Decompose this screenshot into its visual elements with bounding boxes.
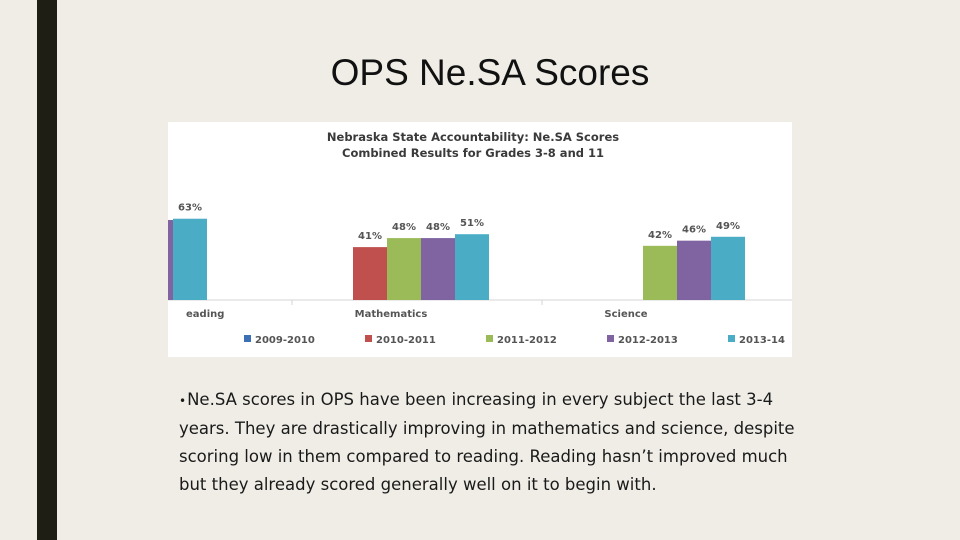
bar-2013-14-Science — [711, 236, 745, 300]
legend-swatch — [607, 335, 614, 342]
data-label: 63% — [178, 203, 202, 214]
bar-2012-2013-Mathematics — [421, 238, 455, 300]
legend-swatch — [365, 335, 372, 342]
legend-label: 2012-2013 — [618, 335, 678, 346]
legend-swatch — [486, 335, 493, 342]
data-label: 42% — [648, 230, 672, 241]
chart-image: Nebraska State Accountability: Ne.SA Sco… — [168, 122, 792, 357]
chart-title: Nebraska State Accountability: Ne.SA Sco… — [327, 130, 619, 144]
data-label: 48% — [392, 222, 416, 233]
bar-2012-2013-Science — [677, 240, 711, 300]
legend-swatch — [244, 335, 251, 342]
category-label: Mathematics — [355, 309, 428, 320]
bar-2013-14-Mathematics — [455, 234, 489, 300]
legend-label: 2013-14 — [739, 335, 785, 346]
legend-label: 2011-2012 — [497, 335, 557, 346]
data-label: 51% — [460, 218, 484, 229]
accent-side-bar — [37, 0, 57, 540]
data-label: 41% — [358, 231, 382, 242]
bar-2011-2012-Science — [643, 245, 677, 300]
bullet-mark: • — [179, 394, 187, 408]
chart-subtitle: Combined Results for Grades 3-8 and 11 — [342, 146, 604, 160]
data-label: 49% — [716, 221, 740, 232]
bar-chart: Nebraska State Accountability: Ne.SA Sco… — [168, 130, 792, 346]
slide-title: OPS Ne.SA Scores — [330, 52, 650, 93]
bar-2010-2011-Mathematics — [353, 247, 387, 300]
legend-label: 2009-2010 — [255, 335, 315, 346]
legend-label: 2010-2011 — [376, 335, 436, 346]
bullet-text: Ne.SA scores in OPS have been increasing… — [179, 390, 795, 494]
bullet-paragraph: •Ne.SA scores in OPS have been increasin… — [179, 386, 819, 499]
data-label: 46% — [682, 225, 706, 236]
category-label: eading — [186, 309, 224, 320]
category-label: Science — [604, 309, 647, 320]
bar-2011-2012-Mathematics — [387, 238, 421, 300]
bar-2013-14-eading — [173, 218, 207, 300]
legend-swatch — [728, 335, 735, 342]
data-label: 48% — [426, 222, 450, 233]
bar-2012-2013-eading — [168, 220, 173, 300]
